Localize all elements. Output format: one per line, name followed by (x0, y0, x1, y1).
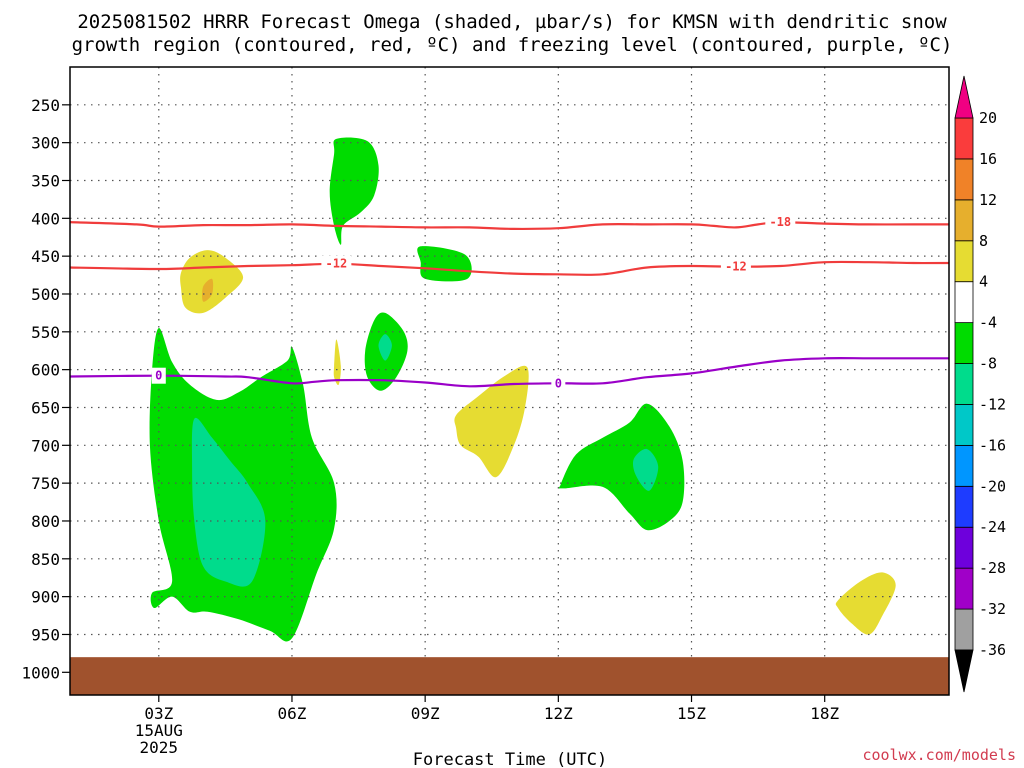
pressure-axis: 250 300 350 400 450 500 550 600 650 700 750 800 850 9… (21, 96, 70, 682)
y-tick-label: 300 (31, 134, 60, 153)
contour-line (69, 357, 949, 388)
omega-region--6 (329, 137, 379, 245)
y-tick-label: 550 (31, 323, 60, 342)
omega-region--10 (632, 448, 659, 491)
x-tick-date-label: 2025 (140, 738, 179, 757)
contour-label-background (765, 214, 796, 231)
colorbar-segment (954, 485, 974, 528)
contour-label-background (151, 367, 166, 384)
colorbar-tick-label: -20 (979, 477, 1006, 495)
colorbar-tick-label: 8 (979, 232, 988, 250)
omega-region--10 (378, 334, 392, 361)
colorbar-tick-label: -16 (979, 436, 1006, 454)
plot-area: -18 -12 -12 0 0 (69, 66, 950, 696)
omega-region--6 (417, 246, 472, 282)
contour-label-background (551, 375, 566, 392)
y-tick-label: 750 (31, 474, 60, 493)
colorbar-low-triangle (954, 649, 974, 693)
contour-label-background (720, 258, 751, 275)
chart-title-line-1: 2025081502 HRRR Forecast Omega (shaded, … (77, 11, 947, 33)
contour-label: -12 (326, 257, 348, 271)
y-tick-label: 450 (31, 247, 60, 266)
contour-label: 0 (555, 376, 562, 390)
colorbar-tick-label: -8 (979, 355, 997, 373)
y-tick-label: 800 (31, 512, 60, 531)
colorbar-segment (954, 240, 974, 283)
colorbar-tick-label: -36 (979, 641, 1006, 659)
y-tick-label: 650 (31, 398, 60, 417)
contours: -18 -12 -12 0 0 (69, 214, 950, 392)
x-tick-label: 18Z (810, 704, 839, 723)
x-tick-label: 09Z (411, 704, 440, 723)
omega-region-6 (333, 339, 341, 386)
x-tick-label: 12Z (544, 704, 573, 723)
x-tick-label: 15Z (677, 704, 706, 723)
x-axis-label: Forecast Time (UTC) (413, 750, 607, 768)
colorbar: -36 -32 -28 -24 -20 -16 -12 -8 -4 4 8 12 16 20 (954, 75, 1006, 693)
plot-frame (69, 66, 950, 696)
y-tick-label: 600 (31, 361, 60, 380)
colorbar-segment (954, 526, 974, 569)
y-tick-label: 950 (31, 625, 60, 644)
colorbar-tick-label: 16 (979, 150, 997, 168)
colorbar-segment (954, 444, 974, 487)
y-tick-label: 850 (31, 550, 60, 569)
x-tick-date-label: 15AUG (135, 721, 183, 740)
y-tick-label: 500 (31, 285, 60, 304)
colorbar-segment (954, 117, 974, 160)
contour-label-background (321, 255, 352, 272)
omega-region--10 (191, 417, 266, 587)
y-tick-label: 700 (31, 436, 60, 455)
omega-region--6 (558, 403, 685, 531)
colorbar-tick-label: -4 (979, 314, 997, 332)
colorbar-tick-label: 4 (979, 273, 988, 291)
credit-text[interactable]: coolwx.com/models (862, 746, 1016, 764)
colorbar-segment (954, 404, 974, 446)
y-tick-label: 900 (31, 588, 60, 607)
y-tick-label: 400 (31, 209, 60, 228)
y-tick-label: 1000 (21, 663, 60, 682)
omega-region-6 (835, 572, 896, 635)
omega-region-10 (202, 278, 214, 302)
colorbar-segment (954, 199, 974, 242)
contour-line (69, 260, 950, 276)
y-tick-label: 250 (31, 96, 60, 115)
colorbar-segment (954, 567, 974, 610)
y-tick-label: 350 (31, 171, 60, 190)
colorbar-segment (954, 608, 974, 651)
colorbar-tick-label: 20 (979, 109, 997, 127)
contour-label: 0 (155, 369, 162, 383)
colorbar-high-triangle (954, 75, 974, 119)
colorbar-tick-label: -12 (979, 395, 1006, 413)
chart-title-line-2: growth region (contoured, red, ºC) and f… (72, 34, 953, 56)
omega-region-6 (454, 365, 529, 478)
colorbar-tick-label: -28 (979, 559, 1006, 577)
colorbar-segment (954, 281, 974, 324)
contour-label: -18 (769, 215, 791, 229)
colorbar-segment (954, 363, 974, 405)
colorbar-segment (954, 322, 974, 364)
colorbar-tick-label: -32 (979, 600, 1006, 618)
colorbar-tick-label: -24 (979, 518, 1006, 536)
x-tick-label: 06Z (278, 704, 307, 723)
grid-lines (70, 67, 949, 658)
x-tick-label: 03Z (144, 704, 173, 723)
colorbar-segment (954, 158, 974, 201)
contour-label: -12 (725, 260, 747, 274)
ground-surface (70, 657, 949, 695)
colorbar-tick-label: 12 (979, 191, 997, 209)
